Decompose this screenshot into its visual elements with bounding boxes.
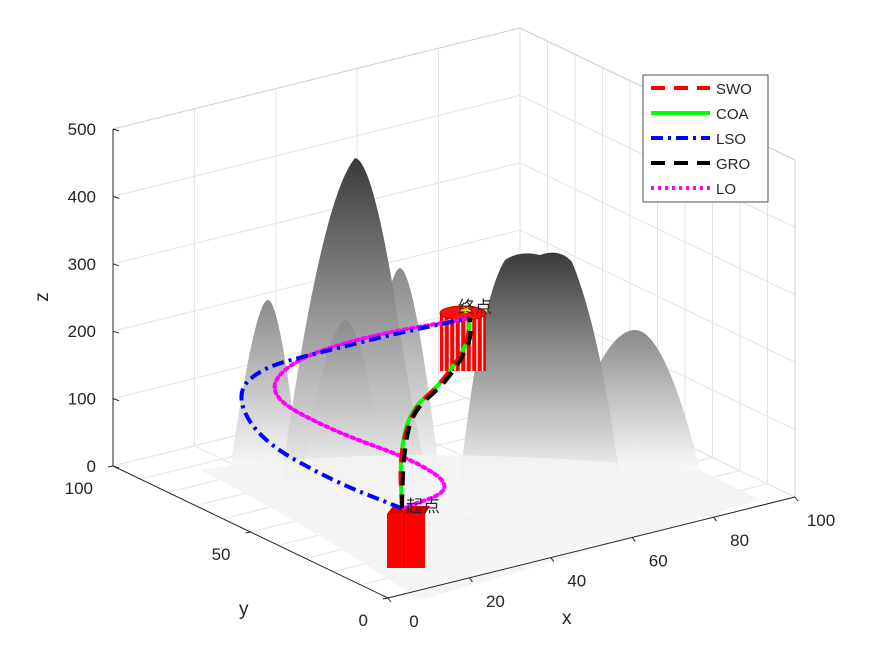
z-tick: [112, 465, 120, 469]
z-tick-label: 500: [68, 120, 96, 139]
x-tick-label: 80: [730, 531, 749, 550]
legend-label-coa: COA: [716, 106, 749, 123]
series-gro-line: [399, 318, 473, 509]
axes: 0 20 40 60 80 100 0 50 100 0 100 200 300 400 500: [65, 120, 836, 631]
legend-label-gro: GRO: [716, 156, 750, 173]
y-tick-label: 0: [359, 611, 368, 630]
end-label: 终点: [458, 298, 492, 317]
z-tick-label: 100: [68, 390, 96, 409]
x-tick: [468, 577, 473, 583]
z-axis-label: z: [32, 292, 53, 302]
legend-label-lso: LSO: [716, 131, 746, 148]
z-tick: [112, 263, 120, 267]
z-tick: [112, 398, 120, 402]
x-tick: [550, 557, 555, 562]
terrain-peak: [300, 320, 385, 490]
x-axis-label: x: [562, 608, 572, 629]
legend: SWO COA LSO GRO LO: [642, 74, 769, 203]
z-tick-label: 0: [87, 457, 96, 476]
z-tick: [112, 128, 120, 132]
series-lo-line: [272, 316, 472, 511]
y-tick: [382, 597, 389, 600]
x-tick-label: 0: [409, 612, 418, 631]
start-obstacle: [387, 506, 430, 568]
start-label: 起点: [406, 497, 440, 516]
legend-label-lo: LO: [716, 181, 736, 198]
x-tick-label: 40: [567, 572, 586, 591]
terrain-base: [200, 455, 760, 600]
x-tick-label: 20: [486, 592, 505, 611]
x-tick: [631, 537, 636, 542]
y-tick: [245, 531, 251, 534]
z-tick-label: 200: [68, 322, 96, 341]
x-tick-label: 60: [649, 551, 668, 570]
obstacles: [387, 305, 487, 568]
grid-line: [112, 94, 521, 197]
z-tick: [112, 330, 120, 334]
grid-line: [519, 162, 796, 296]
paths: [239, 316, 473, 511]
terrain-peak: [230, 300, 300, 470]
y-axis-label: y: [239, 599, 249, 620]
terrain-surface: [200, 158, 760, 600]
y-tick-label: 100: [65, 479, 93, 498]
z-tick-label: 300: [68, 255, 96, 274]
x-tick: [713, 516, 717, 522]
grid-line: [519, 229, 796, 363]
x-tick: [794, 496, 799, 502]
x-axis-line: [387, 496, 796, 599]
grid-line: [112, 162, 521, 265]
x-tick-label: 100: [807, 511, 835, 530]
z-tick: [112, 195, 120, 199]
z-tick-label: 400: [68, 187, 96, 206]
x-tick: [387, 597, 392, 603]
box-edge: [112, 27, 521, 130]
y-tick-label: 50: [212, 545, 231, 564]
series-lso-line: [239, 316, 471, 511]
legend-label-swo: SWO: [716, 81, 752, 98]
y-tick: [107, 465, 114, 468]
terrain-peak: [460, 252, 620, 480]
